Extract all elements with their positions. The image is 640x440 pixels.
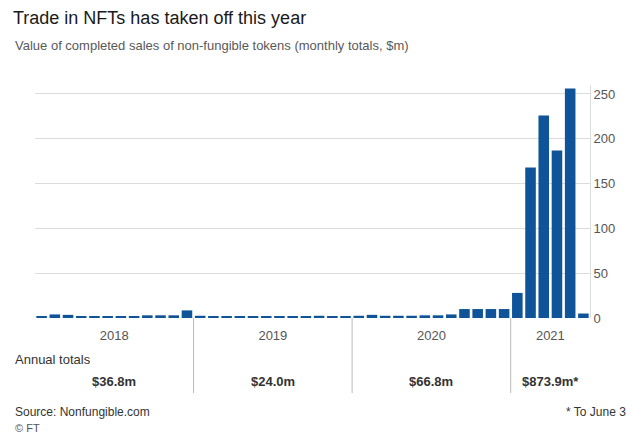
svg-text:* To June 3: * To June 3 — [566, 405, 626, 419]
svg-text:Source: Nonfungible.com: Source: Nonfungible.com — [15, 405, 150, 419]
svg-text:0: 0 — [594, 311, 601, 326]
svg-text:100: 100 — [594, 221, 616, 236]
svg-text:2020: 2020 — [417, 328, 446, 343]
svg-text:$24.0m: $24.0m — [251, 374, 295, 389]
svg-text:250: 250 — [594, 87, 616, 102]
svg-text:$66.8m: $66.8m — [409, 374, 453, 389]
svg-text:Trade in NFTs has taken off th: Trade in NFTs has taken off this year — [13, 8, 306, 28]
svg-text:2021: 2021 — [536, 328, 565, 343]
svg-text:Annual totals: Annual totals — [15, 352, 91, 367]
svg-text:2019: 2019 — [258, 328, 287, 343]
svg-text:© FT: © FT — [15, 422, 40, 434]
svg-text:$873.9m*: $873.9m* — [522, 374, 579, 389]
svg-text:Value of completed sales of no: Value of completed sales of non-fungible… — [15, 38, 409, 53]
svg-text:$36.8m: $36.8m — [92, 374, 136, 389]
svg-text:50: 50 — [594, 266, 608, 281]
svg-text:200: 200 — [594, 131, 616, 146]
svg-text:150: 150 — [594, 176, 616, 191]
svg-text:2018: 2018 — [100, 328, 129, 343]
